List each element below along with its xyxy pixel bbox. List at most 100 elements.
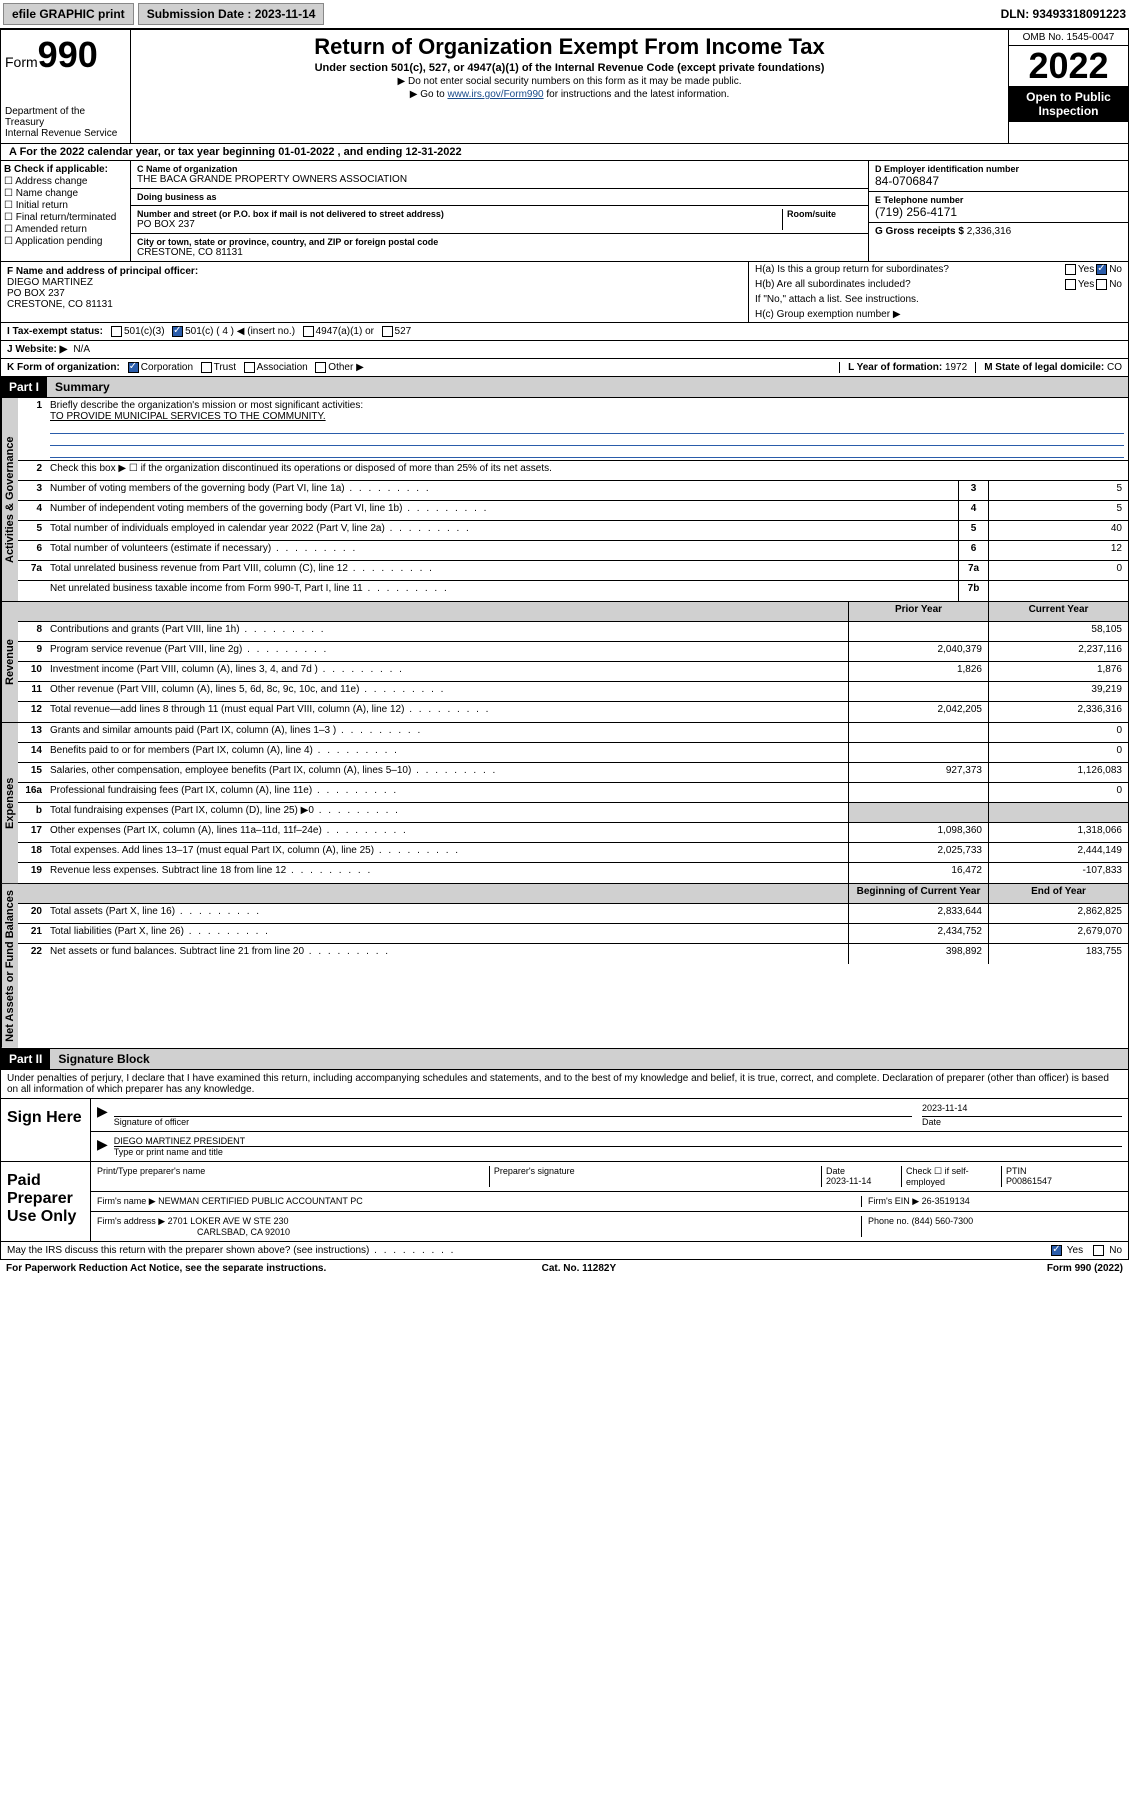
table-row: 14 Benefits paid to or for members (Part… <box>18 743 1128 763</box>
header-title-block: Return of Organization Exempt From Incom… <box>131 30 1008 143</box>
line-k: K Form of organization: Corporation Trus… <box>0 359 1129 377</box>
box-c: C Name of organization THE BACA GRANDE P… <box>131 161 868 261</box>
year-formation: 1972 <box>945 362 967 373</box>
cb-501c[interactable] <box>172 326 183 337</box>
cb-hb-no[interactable] <box>1096 279 1107 290</box>
signature-block: Sign Here ▶ Signature of officer 2023-11… <box>0 1099 1129 1242</box>
side-rev: Revenue <box>1 602 18 722</box>
section-b-row: B Check if applicable: ☐ Address change … <box>0 161 1129 262</box>
org-name: THE BACA GRANDE PROPERTY OWNERS ASSOCIAT… <box>137 174 862 185</box>
cb-assoc[interactable] <box>244 362 255 373</box>
cb-501c3[interactable] <box>111 326 122 337</box>
page-footer: For Paperwork Reduction Act Notice, see … <box>0 1260 1129 1277</box>
part1-header: Part I Summary <box>0 377 1129 398</box>
telephone: (719) 256-4171 <box>875 205 1122 219</box>
form-subtitle: Under section 501(c), 527, or 4947(a)(1)… <box>137 62 1002 74</box>
cb-amended[interactable]: ☐ Amended return <box>4 224 127 235</box>
website-note: ▶ Go to www.irs.gov/Form990 for instruct… <box>137 89 1002 100</box>
tax-year: 2022 <box>1009 46 1128 86</box>
table-row: 17 Other expenses (Part IX, column (A), … <box>18 823 1128 843</box>
table-row: 18 Total expenses. Add lines 13–17 (must… <box>18 843 1128 863</box>
cb-corp[interactable] <box>128 362 139 373</box>
header-left: Form990 Department of the Treasury Inter… <box>1 30 131 143</box>
form-title: Return of Organization Exempt From Incom… <box>137 34 1002 60</box>
table-row: 19 Revenue less expenses. Subtract line … <box>18 863 1128 883</box>
cb-app-pending[interactable]: ☐ Application pending <box>4 236 127 247</box>
officer-typed-name: DIEGO MARTINEZ PRESIDENT <box>114 1136 1122 1147</box>
side-exp: Expenses <box>1 723 18 883</box>
cb-527[interactable] <box>382 326 393 337</box>
table-row: 5 Total number of individuals employed i… <box>18 521 1128 541</box>
officer-name: DIEGO MARTINEZ <box>7 277 93 288</box>
form-number: Form990 <box>5 34 126 76</box>
cb-address-change[interactable]: ☐ Address change <box>4 176 127 187</box>
irs-link[interactable]: www.irs.gov/Form990 <box>447 89 543 100</box>
cb-name-change[interactable]: ☐ Name change <box>4 188 127 199</box>
table-row: 21 Total liabilities (Part X, line 26) 2… <box>18 924 1128 944</box>
sig-date: 2023-11-14 <box>922 1103 1122 1117</box>
line-j: J Website: ▶ N/A <box>0 341 1129 359</box>
ssn-note: ▶ Do not enter social security numbers o… <box>137 76 1002 87</box>
header-right: OMB No. 1545-0047 2022 Open to Public In… <box>1008 30 1128 143</box>
table-row: b Total fundraising expenses (Part IX, c… <box>18 803 1128 823</box>
table-row: 12 Total revenue—add lines 8 through 11 … <box>18 702 1128 722</box>
firm-name: NEWMAN CERTIFIED PUBLIC ACCOUNTANT PC <box>158 1196 363 1206</box>
table-row: 4 Number of independent voting members o… <box>18 501 1128 521</box>
line-i: I Tax-exempt status: 501(c)(3) 501(c) ( … <box>0 323 1129 341</box>
table-row: 6 Total number of volunteers (estimate i… <box>18 541 1128 561</box>
cb-discuss-no[interactable] <box>1093 1245 1104 1256</box>
state-domicile: CO <box>1107 362 1122 373</box>
part1-ag-table: Activities & Governance 1 Briefly descri… <box>0 398 1129 602</box>
may-irs-discuss: May the IRS discuss this return with the… <box>0 1242 1129 1260</box>
gross-receipts: 2,336,316 <box>967 226 1012 237</box>
form-header: Form990 Department of the Treasury Inter… <box>0 29 1129 144</box>
side-na: Net Assets or Fund Balances <box>1 884 18 1048</box>
table-row: Net unrelated business taxable income fr… <box>18 581 1128 601</box>
dept-label: Department of the Treasury Internal Reve… <box>5 106 126 139</box>
ptin: P00861547 <box>1006 1176 1052 1186</box>
table-row: 15 Salaries, other compensation, employe… <box>18 763 1128 783</box>
submission-date-button[interactable]: Submission Date : 2023-11-14 <box>138 3 325 25</box>
firm-ein: 26-3519134 <box>922 1196 970 1206</box>
officer-row: F Name and address of principal officer:… <box>0 262 1129 323</box>
table-row: 9 Program service revenue (Part VIII, li… <box>18 642 1128 662</box>
dln-label: DLN: 93493318091223 <box>1001 7 1126 21</box>
table-row: 22 Net assets or fund balances. Subtract… <box>18 944 1128 964</box>
ein: 84-0706847 <box>875 174 1122 188</box>
table-row: 13 Grants and similar amounts paid (Part… <box>18 723 1128 743</box>
part1-na-table: Net Assets or Fund Balances Beginning of… <box>0 884 1129 1049</box>
line-a: A For the 2022 calendar year, or tax yea… <box>0 144 1129 161</box>
mission-text: TO PROVIDE MUNICIPAL SERVICES TO THE COM… <box>50 411 326 422</box>
cb-final-return[interactable]: ☐ Final return/terminated <box>4 212 127 223</box>
cb-trust[interactable] <box>201 362 212 373</box>
table-row: 10 Investment income (Part VIII, column … <box>18 662 1128 682</box>
org-city: CRESTONE, CO 81131 <box>137 247 862 258</box>
table-row: 8 Contributions and grants (Part VIII, l… <box>18 622 1128 642</box>
sign-here-label: Sign Here <box>1 1099 91 1161</box>
cb-ha-no[interactable] <box>1096 264 1107 275</box>
cb-discuss-yes[interactable] <box>1051 1245 1062 1256</box>
table-row: 16a Professional fundraising fees (Part … <box>18 783 1128 803</box>
part1-exp-table: Expenses 13 Grants and similar amounts p… <box>0 723 1129 884</box>
table-row: 11 Other revenue (Part VIII, column (A),… <box>18 682 1128 702</box>
cb-initial-return[interactable]: ☐ Initial return <box>4 200 127 211</box>
penalty-statement: Under penalties of perjury, I declare th… <box>0 1070 1129 1099</box>
paid-preparer-label: Paid Preparer Use Only <box>1 1162 91 1241</box>
cb-4947[interactable] <box>303 326 314 337</box>
omb-number: OMB No. 1545-0047 <box>1009 30 1128 46</box>
box-b: B Check if applicable: ☐ Address change … <box>1 161 131 261</box>
table-row: 20 Total assets (Part X, line 16) 2,833,… <box>18 904 1128 924</box>
firm-phone: (844) 560-7300 <box>912 1216 974 1226</box>
cb-other[interactable] <box>315 362 326 373</box>
efile-button[interactable]: efile GRAPHIC print <box>3 3 134 25</box>
firm-address: 2701 LOKER AVE W STE 230 <box>168 1216 289 1226</box>
cb-hb-yes[interactable] <box>1065 279 1076 290</box>
website-value: N/A <box>73 344 90 355</box>
org-address: PO BOX 237 <box>137 219 782 230</box>
table-row: 7a Total unrelated business revenue from… <box>18 561 1128 581</box>
part1-rev-table: Revenue Prior YearCurrent Year 8 Contrib… <box>0 602 1129 723</box>
side-ag: Activities & Governance <box>1 398 18 601</box>
cb-ha-yes[interactable] <box>1065 264 1076 275</box>
part2-header: Part II Signature Block <box>0 1049 1129 1070</box>
right-boxes: D Employer identification number 84-0706… <box>868 161 1128 261</box>
